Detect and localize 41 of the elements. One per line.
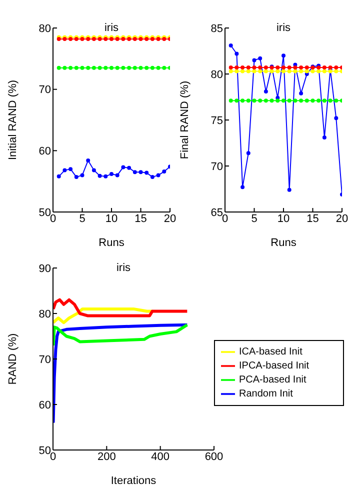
x-tick-label: 15 — [306, 212, 319, 225]
x-tick-label: 20 — [336, 212, 348, 225]
x-tick-label: 15 — [134, 212, 147, 225]
x-tick-label: 0 — [222, 212, 228, 225]
legend-label: ICA-based Init — [239, 346, 302, 358]
y-axis-title: Initial RAND (%) — [6, 80, 19, 160]
x-tick-label: 5 — [251, 212, 258, 225]
legend-label: IPCA-based Init — [239, 360, 310, 372]
x-tick-label: 200 — [97, 450, 116, 463]
x-tick-label: 0 — [50, 212, 56, 225]
chart-title: iris — [275, 22, 292, 34]
y-tick-label: 75 — [210, 114, 223, 127]
y-tick-label: 70 — [38, 354, 51, 366]
x-tick-label: 10 — [105, 212, 118, 225]
x-axis-title: Runs — [270, 237, 297, 249]
legend-label: Random Init — [239, 388, 293, 400]
y-tick-label: 60 — [38, 399, 51, 412]
y-axis-title: Final RAND (%) — [178, 80, 191, 160]
x-tick-label: 400 — [151, 450, 170, 463]
y-tick-label: 70 — [210, 160, 223, 173]
chart-title: iris — [103, 22, 120, 34]
x-tick-label: 600 — [204, 450, 224, 463]
y-tick-label: 50 — [38, 206, 51, 219]
x-tick-label: 20 — [164, 212, 176, 225]
y-tick-label: 60 — [38, 146, 51, 158]
x-tick-label: 5 — [79, 212, 86, 225]
y-tick-label: 85 — [210, 22, 223, 35]
x-tick-label: 10 — [277, 212, 290, 225]
y-tick-label: 80 — [38, 308, 51, 320]
y-tick-label: 65 — [210, 206, 223, 219]
chart-title: iris — [115, 262, 132, 274]
legend-label: PCA-based Init — [239, 374, 306, 386]
x-tick-label: 0 — [50, 450, 56, 463]
y-tick-label: 50 — [38, 444, 51, 457]
x-axis-title: Runs — [98, 237, 125, 249]
y-axis-title: RAND (%) — [6, 333, 19, 385]
y-tick-label: 80 — [38, 22, 51, 35]
y-tick-label: 70 — [38, 84, 51, 96]
x-axis-title: Iterations — [110, 475, 157, 487]
y-tick-label: 90 — [38, 262, 51, 275]
y-tick-label: 80 — [210, 68, 223, 81]
